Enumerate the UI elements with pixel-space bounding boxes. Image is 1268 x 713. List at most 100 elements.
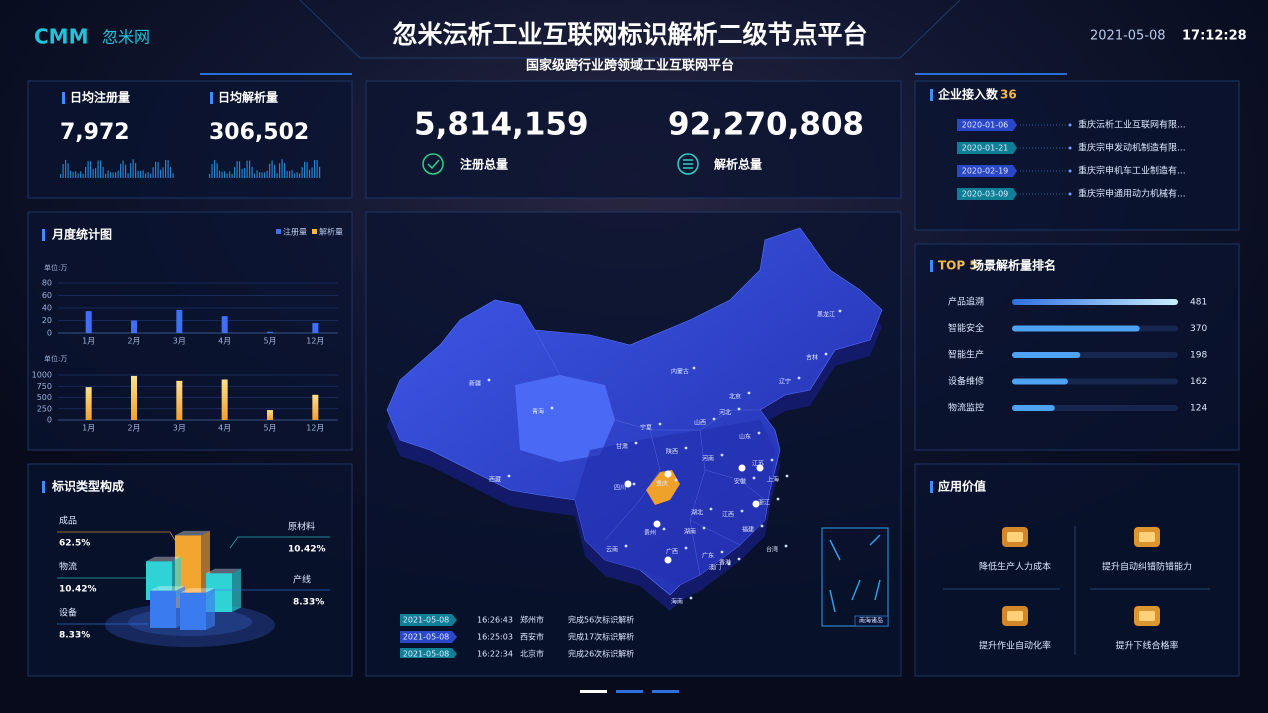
ticker-text: 完成56次标识解析 bbox=[568, 615, 634, 625]
wave-bar bbox=[62, 163, 64, 178]
wave-bar bbox=[172, 173, 174, 178]
wave-bar bbox=[100, 160, 102, 178]
app-value-item: 提升作业自动化率 bbox=[979, 640, 1051, 652]
enterprise-name: 重庆宗申发动机制造有限... bbox=[1078, 142, 1186, 154]
title-marker bbox=[930, 89, 933, 101]
wave-bar bbox=[130, 163, 132, 178]
wave-bar bbox=[314, 159, 316, 178]
value-label: 8.33% bbox=[59, 631, 90, 641]
map-dot bbox=[684, 546, 688, 550]
map-region bbox=[575, 420, 775, 585]
value-label: 8.33% bbox=[293, 598, 324, 608]
stat-value: 7,972 bbox=[60, 120, 130, 145]
logo-text: 忽米网 bbox=[102, 28, 150, 47]
map-label: 上海 bbox=[767, 476, 779, 484]
map-label: 北京 bbox=[729, 393, 741, 401]
enterprise-name: 重庆宗申机车工业制造有... bbox=[1078, 165, 1186, 177]
header: CMM 忽米网 忽米沄析工业互联网标识解析二级节点平台 国家级跨行业跨领域工业互… bbox=[34, 0, 1247, 74]
wave-bar bbox=[140, 170, 142, 178]
city-marker bbox=[752, 500, 760, 508]
bar bbox=[221, 379, 228, 420]
ticker-time: 16:22:34 bbox=[477, 650, 513, 659]
wave-bar bbox=[135, 163, 137, 178]
map-label: 广西 bbox=[666, 548, 678, 556]
x-tick-label: 4月 bbox=[218, 424, 231, 433]
wave-bar bbox=[70, 170, 72, 178]
city-marker bbox=[653, 520, 661, 528]
map-label: 陕西 bbox=[666, 448, 678, 456]
total-label: 注册总量 bbox=[460, 157, 508, 172]
map-dot bbox=[752, 476, 756, 480]
map-label: 黑龙江 bbox=[817, 311, 835, 319]
wave-bar bbox=[219, 170, 221, 178]
pager-dot[interactable] bbox=[652, 690, 679, 693]
total-value: 5,814,159 bbox=[414, 107, 589, 143]
map-label: 辽宁 bbox=[779, 378, 791, 386]
map-dot bbox=[634, 441, 638, 445]
bar bbox=[1012, 299, 1178, 305]
city-marker bbox=[738, 464, 746, 472]
map-dot bbox=[658, 422, 662, 426]
value-label: 124 bbox=[1190, 404, 1207, 414]
wave-bar bbox=[271, 160, 273, 178]
wave-bar bbox=[110, 172, 112, 178]
enterprise-count: 36 bbox=[1000, 88, 1017, 102]
pager-dot[interactable] bbox=[580, 690, 607, 693]
x-tick-label: 12月 bbox=[306, 424, 324, 433]
stat-label: 日均注册量 bbox=[70, 90, 130, 105]
value-label: 481 bbox=[1190, 298, 1207, 308]
map-dot bbox=[624, 544, 628, 548]
wave-bar bbox=[87, 161, 89, 178]
bar bbox=[176, 309, 183, 333]
y-tick-label: 0 bbox=[47, 416, 52, 425]
x-tick-label: 2月 bbox=[127, 424, 140, 433]
bar-face bbox=[146, 561, 172, 600]
map-dot bbox=[692, 366, 696, 370]
bar bbox=[312, 394, 319, 420]
wave-bar bbox=[239, 161, 241, 178]
wave-bar bbox=[299, 173, 301, 178]
category-label: 设备 bbox=[59, 607, 77, 619]
category-label: 产品追溯 bbox=[948, 296, 984, 308]
wave-bar bbox=[60, 174, 62, 178]
wave-bar bbox=[234, 166, 236, 178]
logo-mark: CMM bbox=[34, 25, 88, 49]
map-dot bbox=[776, 497, 780, 501]
badge bbox=[957, 119, 1017, 131]
x-tick-label: 1月 bbox=[82, 337, 95, 346]
map-dot bbox=[507, 474, 511, 478]
wave-bar bbox=[229, 171, 231, 178]
map-dot bbox=[785, 474, 789, 478]
x-tick-label: 2月 bbox=[127, 337, 140, 346]
badge bbox=[400, 648, 457, 658]
title-marker bbox=[42, 481, 45, 493]
wave-bar bbox=[266, 170, 268, 178]
map-dot bbox=[784, 544, 788, 548]
enterprise-name: 重庆宗申通用动力机械有... bbox=[1078, 188, 1186, 200]
map-dot bbox=[770, 458, 774, 462]
wave-bar bbox=[256, 170, 258, 178]
y-tick-label: 1000 bbox=[32, 371, 52, 380]
wave-bar bbox=[241, 168, 243, 178]
map-label: 云南 bbox=[606, 546, 618, 554]
pager-dot[interactable] bbox=[616, 690, 643, 693]
wave-bar bbox=[296, 172, 298, 178]
category-label: 智能生产 bbox=[948, 349, 984, 361]
wave-bar bbox=[90, 161, 92, 178]
bar bbox=[85, 311, 92, 333]
wave-bar bbox=[249, 160, 251, 178]
icon bbox=[677, 153, 699, 175]
city-marker bbox=[664, 556, 672, 564]
x-tick-label: 3月 bbox=[173, 424, 186, 433]
bar-3d bbox=[150, 586, 185, 628]
ticker-city: 郑州市 bbox=[520, 615, 544, 625]
bar bbox=[176, 380, 183, 420]
city-marker bbox=[664, 470, 672, 478]
wave-bar bbox=[214, 159, 216, 178]
stat-label: 日均解析量 bbox=[218, 90, 278, 105]
time: 17:12:28 bbox=[1182, 29, 1247, 44]
category-label: 成品 bbox=[59, 515, 77, 527]
bar-3d bbox=[146, 556, 181, 600]
map-dot bbox=[550, 406, 554, 410]
